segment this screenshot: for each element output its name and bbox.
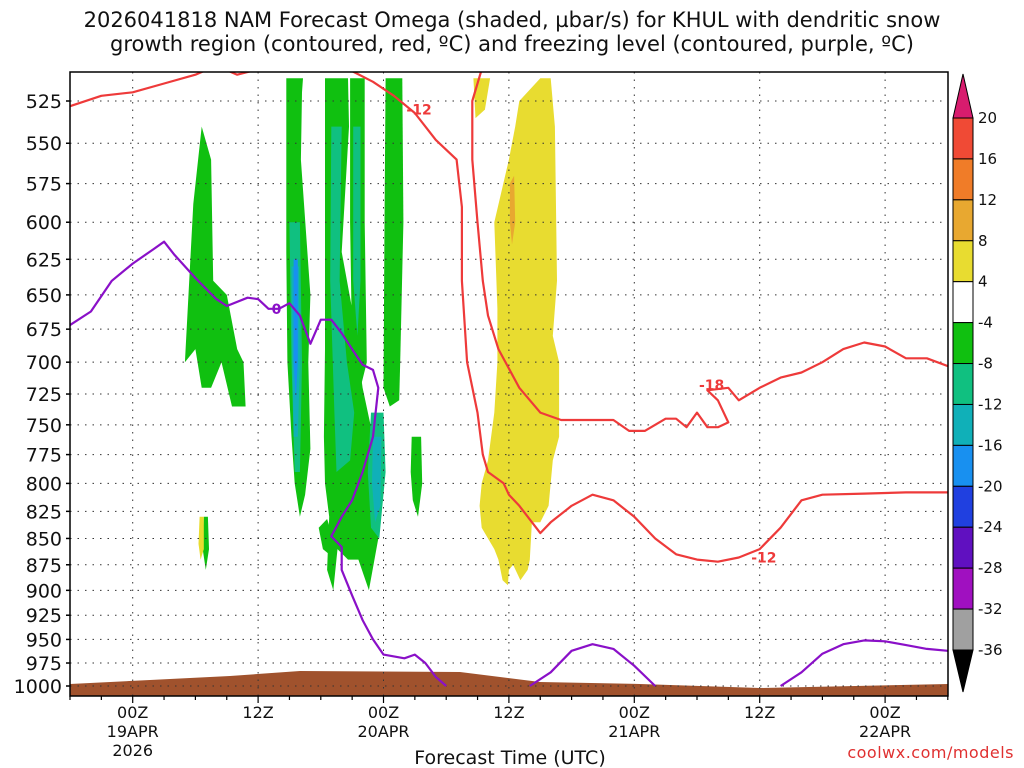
colorbar-arrow-top <box>952 73 974 119</box>
title-line-1: 2026041818 NAM Forecast Omega (shaded, µ… <box>83 8 941 32</box>
dendritic_-12C_upper-label-2: -12 <box>751 550 776 566</box>
freezing_level_0C_c <box>779 639 948 687</box>
colorbar-box-8 <box>952 403 974 446</box>
colorbar-label-10: -24 <box>978 518 1003 536</box>
x-tick-label-18: 12Z <box>242 703 273 722</box>
colorbar-label-11: -28 <box>978 559 1003 577</box>
omega-region-15 <box>293 259 298 401</box>
y-tick-label-975: 975 <box>26 653 62 675</box>
dendritic_-12C_upper-label-1: -12 <box>406 103 431 119</box>
colorbar-label-13: -36 <box>978 641 1003 659</box>
colorbar-label-9: -20 <box>978 477 1003 495</box>
omega-shading <box>184 78 560 591</box>
colorbar-label-6: -8 <box>978 355 993 373</box>
colorbar-box-5 <box>952 281 974 324</box>
y-tick-label-600: 600 <box>26 212 62 234</box>
credit: coolwx.com/models <box>847 743 1014 762</box>
colorbar-label-3: 8 <box>978 232 988 250</box>
colorbar-box-13 <box>952 608 974 651</box>
dendritic_-12C_upper <box>70 72 948 563</box>
y-tick-label-775: 775 <box>26 445 62 467</box>
colorbar-label-4: 4 <box>978 273 988 291</box>
colorbar-label-0: 20 <box>978 109 997 127</box>
y-tick-label-675: 675 <box>26 319 62 341</box>
omega-region-6 <box>383 78 404 407</box>
y-tick-label-725: 725 <box>26 384 62 406</box>
omega-region-17 <box>479 78 560 586</box>
y-tick-label-850: 850 <box>26 528 62 550</box>
omega-region-1 <box>184 126 246 407</box>
x-date-label-6: 19APR <box>107 722 159 741</box>
terrain-fill <box>70 671 948 696</box>
freezing-level-label: 0 <box>272 302 282 318</box>
omega-region-10 <box>330 126 355 472</box>
omega-region-11 <box>353 126 361 336</box>
x-year-label-6: 2026 <box>112 741 153 760</box>
omega-region-16 <box>473 78 491 119</box>
colorbar-label-7: -12 <box>978 395 1003 413</box>
y-tick-label-900: 900 <box>26 580 62 602</box>
x-tick-label-78: 00Z <box>869 703 900 722</box>
title-line-2: growth region (contoured, red, ºC) and f… <box>110 32 914 56</box>
omega-region-14 <box>372 436 382 523</box>
y-tick-label-950: 950 <box>26 629 62 651</box>
terrain <box>70 671 948 696</box>
x-date-label-30: 20APR <box>357 722 409 741</box>
colorbar-box-4 <box>952 240 974 283</box>
x-tick-label-66: 12Z <box>744 703 775 722</box>
colorbar-box-6 <box>952 322 974 365</box>
y-tick-label-550: 550 <box>26 133 62 155</box>
omega-region-8 <box>202 516 209 570</box>
x-tick-label-42: 12Z <box>493 703 524 722</box>
x-tick-label-54: 00Z <box>619 703 650 722</box>
dendritic_-18C <box>471 72 948 432</box>
colorbar: 20 16 12 8 4 -4 -8 -12 -16 -20 -24 -28 -32 -36 <box>952 73 1003 693</box>
y-tick-label-650: 650 <box>26 285 62 307</box>
y-axis: 525 550 575 600 625 650 675 700 725 750 775 800 825 8… <box>14 91 70 698</box>
omega-region-19 <box>509 175 516 245</box>
colorbar-box-1 <box>952 117 974 160</box>
x-axis-label: Forecast Time (UTC) <box>414 747 605 768</box>
y-tick-label-825: 825 <box>26 501 62 523</box>
colorbar-box-3 <box>952 199 974 242</box>
colorbar-box-12 <box>952 567 974 610</box>
colorbar-box-11 <box>952 526 974 569</box>
contour-lines: -12 -12 -18 0 <box>70 72 948 687</box>
omega-region-18 <box>198 516 204 560</box>
y-tick-label-875: 875 <box>26 555 62 577</box>
x-date-label-78: 22APR <box>859 722 911 741</box>
colorbar-box-9 <box>952 444 974 487</box>
y-tick-label-525: 525 <box>26 91 62 113</box>
omega-region-7 <box>410 436 423 517</box>
colorbar-label-12: -32 <box>978 600 1003 618</box>
chart-title: 2026041818 NAM Forecast Omega (shaded, µ… <box>0 8 1024 56</box>
x-date-label-54: 21APR <box>608 722 660 741</box>
x-tick-label-6: 00Z <box>117 703 148 722</box>
colorbar-label-1: 16 <box>978 150 997 168</box>
y-tick-label-1000: 1000 <box>14 676 62 698</box>
x-tick-label-30: 00Z <box>368 703 399 722</box>
colorbar-arrow-bottom <box>952 649 974 693</box>
y-tick-label-625: 625 <box>26 249 62 271</box>
colorbar-box-10 <box>952 485 974 528</box>
y-tick-label-575: 575 <box>26 174 62 196</box>
y-tick-label-800: 800 <box>26 473 62 495</box>
colorbar-box-7 <box>952 363 974 405</box>
y-tick-label-700: 700 <box>26 352 62 374</box>
colorbar-label-8: -16 <box>978 436 1003 454</box>
y-tick-label-925: 925 <box>26 605 62 627</box>
colorbar-label-2: 12 <box>978 191 997 209</box>
freezing_level_0C <box>70 240 447 687</box>
freezing_level_0C_b <box>529 643 656 687</box>
colorbar-label-5: -4 <box>978 314 993 332</box>
dendritic_-18C-label-1: -18 <box>699 378 724 394</box>
colorbar-box-2 <box>952 158 974 201</box>
y-tick-label-750: 750 <box>26 415 62 437</box>
